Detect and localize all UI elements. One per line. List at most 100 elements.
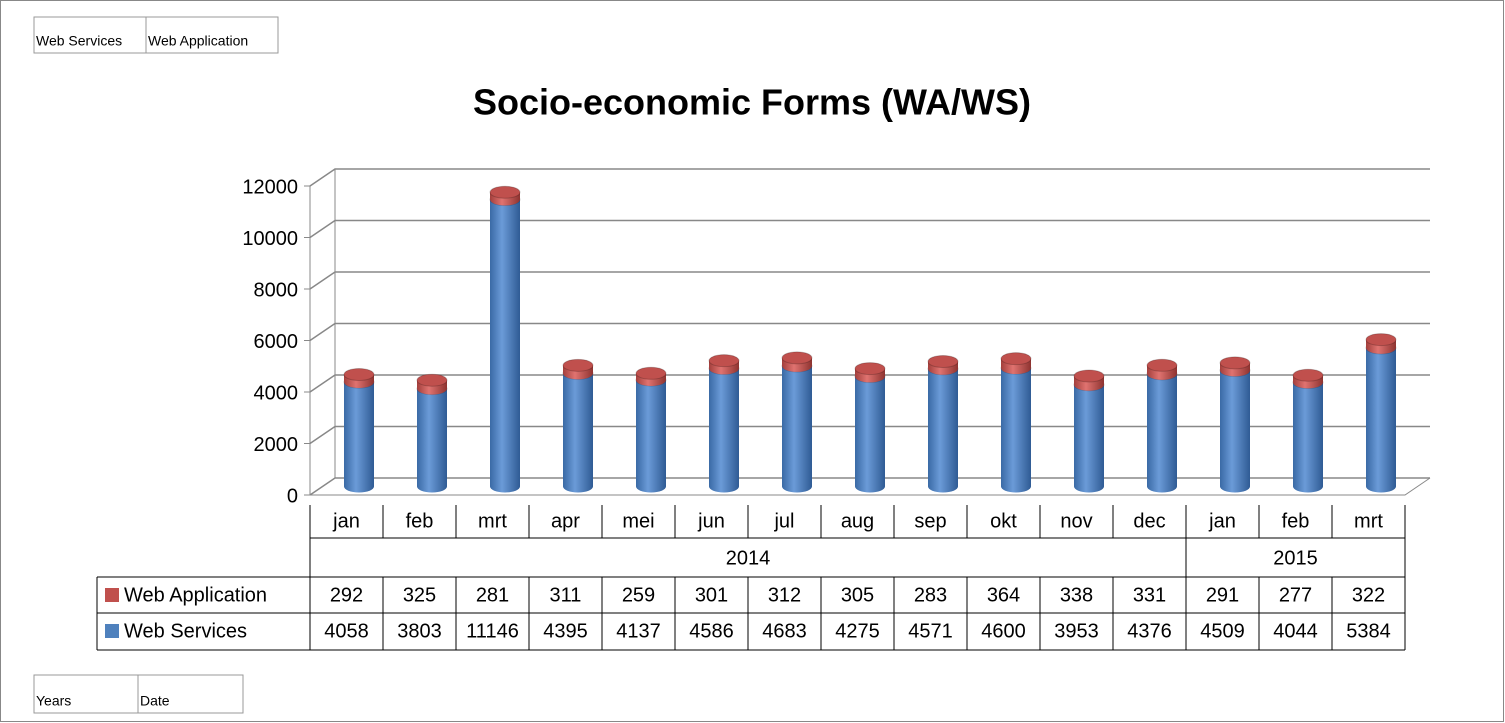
cylinder-top: [489, 185, 521, 199]
bar-segment: [489, 192, 521, 493]
chart-title: Socio-economic Forms (WA/WS): [473, 82, 1031, 123]
x-tick-label: okt: [990, 510, 1017, 532]
cylinder-top: [1073, 369, 1105, 383]
x-tick-label: jun: [697, 510, 725, 532]
bar-segment: [854, 369, 886, 493]
table-value: 4571: [908, 620, 953, 642]
x-tick-label: mrt: [478, 510, 507, 532]
x-tick-label: feb: [406, 510, 434, 532]
y-tick-label: 10000: [242, 228, 298, 250]
table-value: 4509: [1200, 620, 1245, 642]
floor: [310, 477, 1431, 496]
cylinder-body: [1147, 373, 1177, 493]
bar-segment: [635, 373, 667, 493]
bar-segment: [416, 373, 448, 395]
field-button-label: Years: [36, 693, 71, 709]
bar-segment: [1146, 367, 1178, 493]
table-value: 259: [622, 584, 655, 606]
cylinder-top: [1365, 333, 1397, 347]
field-button[interactable]: [145, 16, 279, 54]
cylinder-body: [855, 376, 885, 493]
bar-segment: [1219, 363, 1251, 493]
cylinder-top: [708, 354, 740, 368]
table-value: 4395: [543, 620, 588, 642]
bar-segment: [1219, 356, 1251, 377]
cylinder-body: [1293, 382, 1323, 493]
table-value: 331: [1133, 584, 1166, 606]
x-tick-label: nov: [1060, 510, 1092, 532]
cylinder-body: [1366, 347, 1396, 493]
cylinder-body: [709, 368, 739, 493]
bar-segment: [1073, 378, 1105, 493]
cylinder-body: [1220, 370, 1250, 493]
table-value: 281: [476, 584, 509, 606]
table-value: 11146: [466, 620, 519, 642]
cylinder-body: [490, 199, 520, 493]
table-value: 4137: [616, 620, 661, 642]
cylinder-body: [928, 368, 958, 493]
legend-key: [105, 624, 119, 638]
cylinder-body: [1074, 384, 1104, 493]
x-group-label: 2014: [726, 547, 771, 569]
cylinder-top: [562, 358, 594, 372]
cylinder-top: [416, 373, 448, 387]
x-tick-label: dec: [1133, 510, 1165, 532]
table-value: 4683: [762, 620, 807, 642]
cylinder-body: [782, 365, 812, 493]
table-value: 291: [1206, 584, 1239, 606]
field-button-label: Date: [140, 693, 170, 709]
table-value: 4376: [1127, 620, 1172, 642]
x-tick-label: mei: [622, 510, 654, 532]
y-tick-label: 6000: [254, 331, 299, 353]
cylinder-body: [417, 388, 447, 493]
table-value: 277: [1279, 584, 1312, 606]
cylinder-top: [1292, 368, 1324, 382]
table-value: 325: [403, 584, 436, 606]
table-value: 292: [330, 584, 363, 606]
table-value: 4044: [1273, 620, 1318, 642]
y-tick-label: 0: [287, 485, 298, 507]
cylinder-top: [927, 355, 959, 369]
field-button-label: Web Services: [36, 33, 122, 49]
bar-segment: [343, 375, 375, 493]
cylinder-top: [1219, 356, 1251, 370]
cylinder-body: [1001, 368, 1031, 493]
bar-segment: [1365, 341, 1397, 493]
cylinder-top: [854, 362, 886, 376]
bar-segment: [781, 359, 813, 493]
x-tick-label: aug: [841, 510, 874, 532]
bar-segment: [854, 362, 886, 383]
cylinder-top: [635, 366, 667, 380]
bar-segment: [635, 366, 667, 386]
cylinder-top: [343, 367, 375, 381]
x-tick-label: mrt: [1354, 510, 1383, 532]
x-tick-label: apr: [551, 510, 580, 532]
bar-segment: [1292, 368, 1324, 389]
bar-segment: [708, 361, 740, 493]
bar-segment: [1146, 358, 1178, 380]
table-value: 322: [1352, 584, 1385, 606]
bar-segment: [1292, 375, 1324, 493]
cylinder-body: [636, 379, 666, 493]
cylinder-body: [563, 373, 593, 493]
bar-segment: [781, 351, 813, 372]
bar-segment: [562, 358, 594, 380]
table-value: 4275: [835, 620, 880, 642]
bar-segment: [489, 185, 521, 206]
table-value: 312: [768, 584, 801, 606]
bar-segment: [927, 355, 959, 375]
table-value: 338: [1060, 584, 1093, 606]
bar-segment: [562, 366, 594, 493]
bar-segment: [416, 382, 448, 493]
cylinder-top: [1146, 358, 1178, 372]
table-value: 3803: [397, 620, 442, 642]
x-tick-label: jan: [1208, 510, 1236, 532]
field-button[interactable]: [33, 674, 139, 714]
bar-segment: [1000, 361, 1032, 493]
field-button[interactable]: [137, 674, 244, 714]
y-tick-label: 8000: [254, 279, 299, 301]
x-tick-label: jan: [332, 510, 360, 532]
table-value: 4586: [689, 620, 734, 642]
